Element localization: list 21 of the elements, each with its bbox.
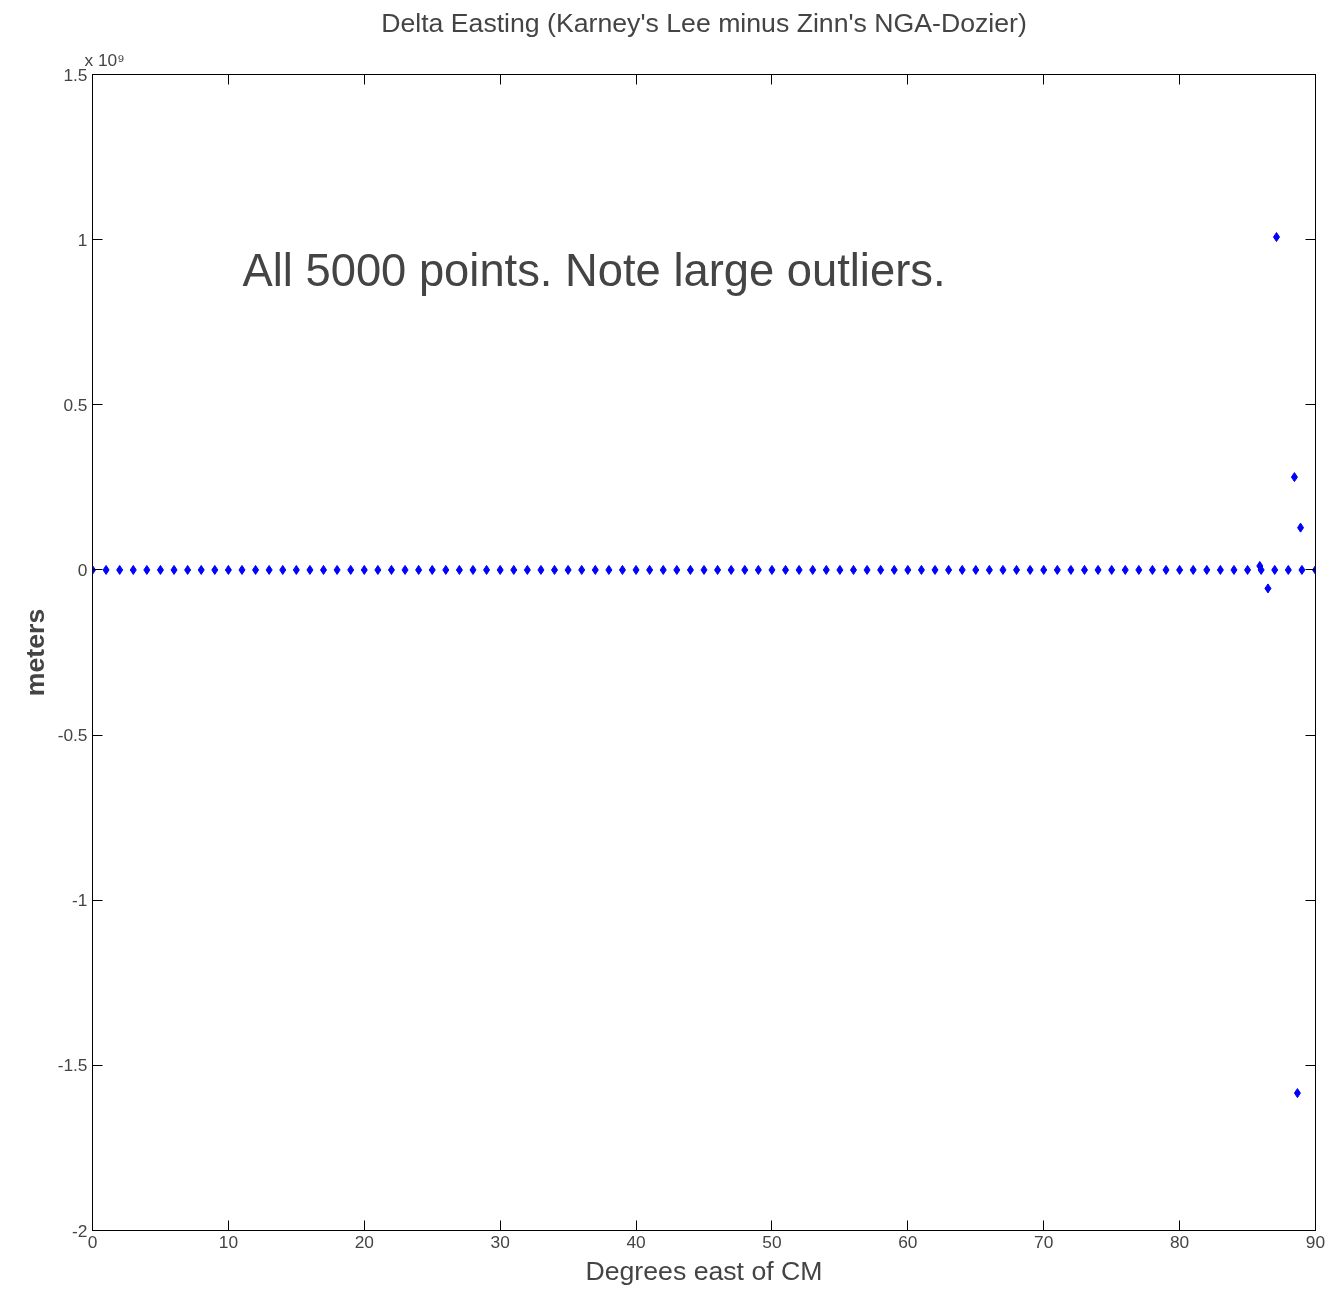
y-tick-label: 0	[77, 559, 88, 580]
y-tick-label: -1.5	[57, 1055, 88, 1076]
y-tick-label: -1	[72, 890, 88, 911]
x-tick-label: 40	[626, 1231, 646, 1252]
text: x 10⁹	[84, 49, 125, 70]
x-tick-label: 50	[762, 1231, 782, 1252]
x-tick-label: 60	[898, 1231, 918, 1252]
x-tick-label: 20	[354, 1231, 374, 1252]
y-tick-label: -2	[72, 1220, 88, 1241]
chart-title: Delta Easting (Karney's Lee minus Zinn's NGA-Dozier)	[381, 7, 1027, 38]
y-tick-label: 0.5	[63, 394, 88, 415]
x-tick-label: 80	[1169, 1231, 1190, 1252]
x-tick-label: 10	[218, 1231, 239, 1252]
x-tick-label: 70	[1034, 1231, 1054, 1252]
y-axis-title: meters	[19, 608, 50, 697]
x-tick-label: 90	[1305, 1231, 1326, 1252]
y-tick-label: -0.5	[57, 725, 88, 746]
x-tick-label: 30	[490, 1231, 510, 1252]
x-axis-title: Degrees east of CM	[585, 1255, 823, 1286]
y-tick-label: 1	[77, 229, 88, 250]
annotation: All 5000 points. Note large outliers.	[242, 244, 946, 296]
